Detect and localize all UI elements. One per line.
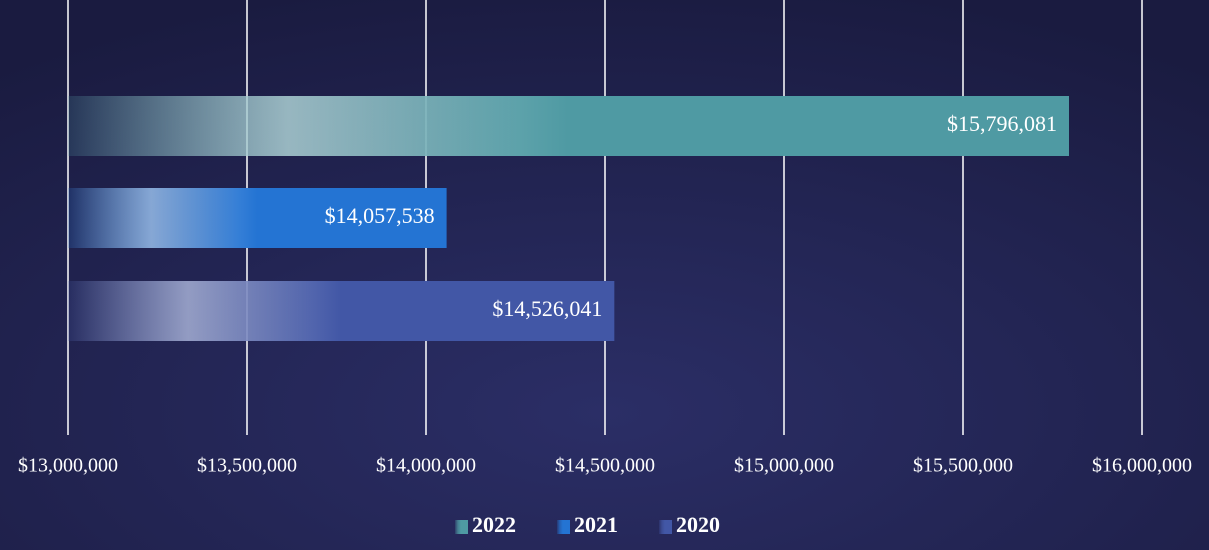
x-tick-label: $16,000,000 — [1092, 455, 1192, 477]
bar-highlight — [68, 96, 1069, 156]
data-label: $14,057,538 — [325, 203, 435, 228]
x-tick-label: $14,000,000 — [376, 455, 476, 477]
legend-swatch — [455, 520, 468, 534]
data-label: $15,796,081 — [947, 111, 1057, 136]
bar-highlight — [68, 281, 615, 341]
bar-highlight — [68, 188, 447, 248]
legend-label: 2022 — [472, 512, 516, 537]
x-tick-label: $15,500,000 — [913, 455, 1013, 477]
x-tick-label: $13,500,000 — [197, 455, 297, 477]
x-tick-label: $15,000,000 — [734, 455, 834, 477]
data-label: $14,526,041 — [492, 296, 602, 321]
legend-swatch — [557, 520, 570, 534]
legend-label: 2020 — [676, 512, 720, 537]
x-tick-label: $13,000,000 — [18, 455, 118, 477]
legend-label: 2021 — [574, 512, 618, 537]
legend-swatch — [659, 520, 672, 534]
x-tick-label: $14,500,000 — [555, 455, 655, 477]
